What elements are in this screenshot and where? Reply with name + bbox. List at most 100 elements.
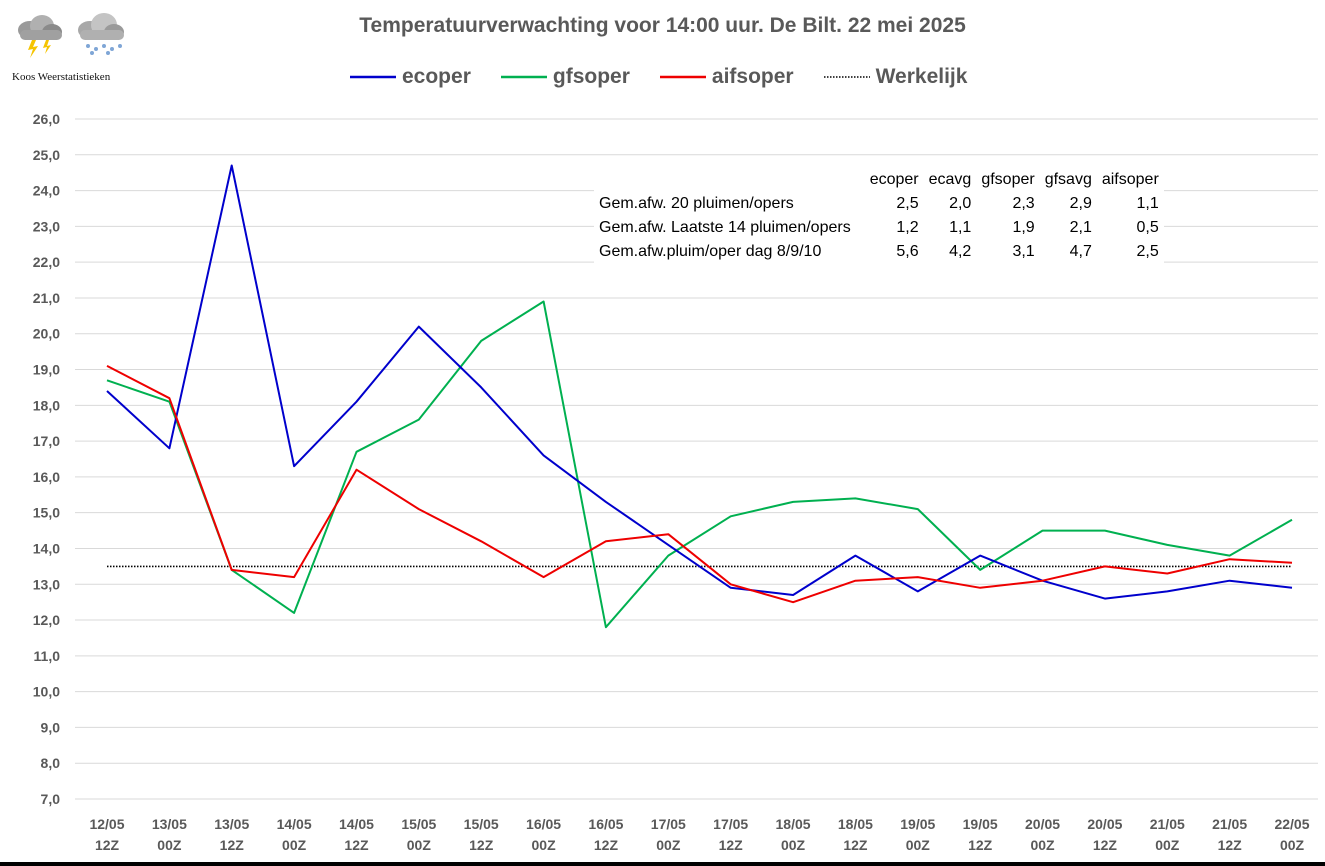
stats-row-label: Gem.afw. Laatste 14 pluimen/opers [599, 219, 851, 236]
legend: ecoper gfsoper aifsoper Werkelijk [350, 62, 997, 92]
stats-header-row: ecoper ecavg gfsoper gfsavg aifsoper [594, 168, 1164, 192]
x-tick-label: 14/05 [277, 816, 312, 832]
x-tick-label: 00Z [1155, 837, 1180, 853]
stats-header-empty [594, 168, 865, 192]
stats-cell: 1,1 [949, 219, 972, 236]
legend-label-ecoper: ecoper [402, 65, 471, 88]
legend-swatch-gfsoper [500, 75, 547, 79]
x-tick-label: 13/05 [214, 816, 249, 832]
x-tick-label: 12Z [1093, 837, 1118, 853]
y-tick-label: 11,0 [34, 648, 61, 664]
x-tick-label: 00Z [282, 837, 307, 853]
weather-logo [8, 8, 138, 88]
y-tick-label: 21,0 [33, 290, 60, 306]
stats-cell: 2,5 [896, 195, 919, 212]
x-tick-label: 12Z [344, 837, 369, 853]
x-tick-label: 18/05 [838, 816, 873, 832]
stats-header-aifsoper: aifsoper [1101, 171, 1159, 188]
storm-cloud-icon [18, 13, 124, 58]
x-tick-label: 12Z [719, 837, 744, 853]
x-tick-label: 22/05 [1274, 816, 1309, 832]
stats-cell: 3,1 [1012, 243, 1035, 260]
x-tick-label: 12Z [1218, 837, 1243, 853]
x-tick-label: 00Z [157, 837, 182, 853]
x-tick-label: 12Z [469, 837, 494, 853]
x-tick-label: 19/05 [900, 816, 935, 832]
legend-item-aifsoper: aifsoper [659, 65, 794, 89]
x-tick-label: 16/05 [526, 816, 561, 832]
chart-title: Temperatuurverwachting voor 14:00 uur. D… [359, 14, 966, 37]
y-tick-label: 19,0 [33, 362, 60, 378]
x-tick-label: 12Z [843, 837, 868, 853]
stats-row-label: Gem.afw.pluim/oper dag 8/9/10 [599, 243, 822, 260]
y-tick-label: 8,0 [41, 755, 61, 771]
stats-row: Gem.afw. Laatste 14 pluimen/opers 1,2 1,… [594, 216, 1164, 240]
x-tick-label: 00Z [1030, 837, 1055, 853]
x-tick-label: 14/05 [339, 816, 374, 832]
legend-label-gfsoper: gfsoper [552, 65, 630, 88]
y-tick-label: 10,0 [33, 684, 60, 700]
stats-cell: 0,5 [1136, 219, 1159, 236]
stats-cell: 4,2 [949, 243, 972, 260]
legend-swatch-ecoper [350, 75, 396, 79]
x-tick-label: 12/05 [89, 816, 124, 832]
stats-row-label: Gem.afw. 20 pluimen/opers [599, 195, 794, 212]
stats-header-ecavg: ecavg [928, 171, 972, 188]
stats-header-ecoper: ecoper [869, 171, 919, 188]
legend-item-werkelijk: Werkelijk [823, 65, 968, 89]
stats-cell: 2,5 [1136, 243, 1159, 260]
y-tick-label: 7,0 [41, 791, 61, 807]
x-tick-label: 20/05 [1087, 816, 1122, 832]
y-tick-label: 25,0 [33, 147, 60, 163]
y-tick-label: 18,0 [33, 397, 60, 413]
series-line-ecoper [106, 164, 1293, 600]
x-tick-label: 19/05 [963, 816, 998, 832]
y-tick-label: 23,0 [33, 218, 60, 234]
x-tick-label: 16/05 [588, 816, 623, 832]
x-tick-label: 17/05 [713, 816, 748, 832]
x-tick-label: 21/05 [1150, 816, 1185, 832]
x-tick-label: 13/05 [152, 816, 187, 832]
y-tick-label: 15,0 [33, 505, 60, 521]
y-tick-label: 20,0 [33, 326, 60, 342]
stats-cell: 5,6 [896, 243, 919, 260]
x-tick-label: 12Z [220, 837, 245, 853]
y-tick-label: 16,0 [33, 469, 60, 485]
x-tick-label: 00Z [532, 837, 557, 853]
x-tick-label: 00Z [407, 837, 432, 853]
stats-cell: 2,9 [1069, 195, 1092, 212]
y-tick-label: 17,0 [33, 433, 60, 449]
series-line-aifsoper [106, 365, 1293, 604]
x-tick-label: 12Z [95, 837, 120, 853]
stats-cell: 1,9 [1012, 219, 1035, 236]
y-tick-label: 12,0 [33, 612, 60, 628]
stats-cell: 2,3 [1012, 195, 1035, 212]
y-tick-label: 24,0 [33, 183, 60, 199]
series-line-gfsoper [106, 300, 1293, 629]
stats-cell: 2,1 [1069, 219, 1092, 236]
y-tick-label: 22,0 [33, 254, 60, 270]
x-tick-label: 15/05 [401, 816, 436, 832]
x-tick-label: 15/05 [464, 816, 499, 832]
stats-cell: 2,0 [949, 195, 972, 212]
stats-table: ecoper ecavg gfsoper gfsavg aifsoper Gem… [594, 168, 1164, 264]
legend-label-werkelijk: Werkelijk [875, 65, 968, 88]
y-tick-label: 14,0 [33, 540, 60, 556]
x-tick-label: 00Z [781, 837, 806, 853]
legend-label-aifsoper: aifsoper [711, 65, 794, 88]
stats-cell: 1,2 [896, 219, 919, 236]
y-tick-label: 26,0 [33, 111, 60, 127]
x-tick-label: 00Z [656, 837, 681, 853]
legend-item-gfsoper: gfsoper [500, 65, 630, 89]
bottom-border [0, 862, 1325, 866]
x-tick-label: 17/05 [651, 816, 686, 832]
stats-cell: 4,7 [1069, 243, 1092, 260]
x-tick-label: 12Z [968, 837, 993, 853]
stats-cell: 1,1 [1136, 195, 1159, 212]
x-tick-label: 21/05 [1212, 816, 1247, 832]
stats-header-gfsoper: gfsoper [981, 171, 1035, 188]
legend-swatch-aifsoper [659, 75, 706, 79]
logo-caption: Koos Weerstatistieken [12, 71, 111, 83]
stats-row: Gem.afw. 20 pluimen/opers 2,5 2,0 2,3 2,… [594, 192, 1164, 216]
